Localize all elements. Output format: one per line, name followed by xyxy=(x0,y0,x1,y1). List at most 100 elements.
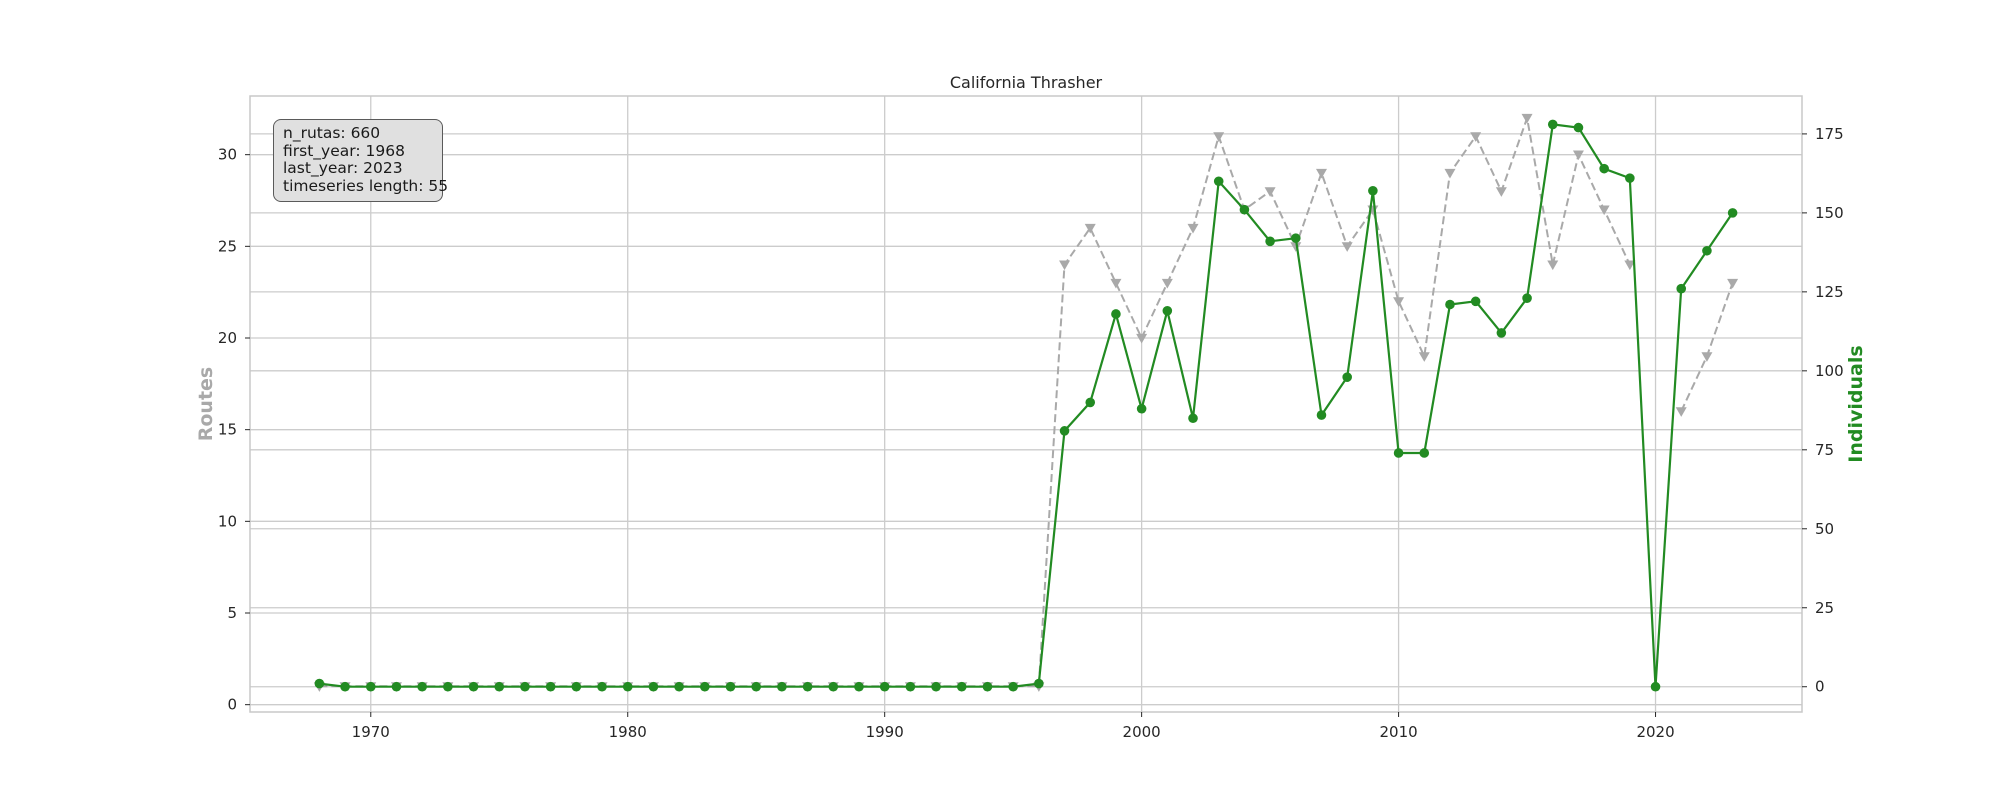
individuals-point xyxy=(443,681,453,692)
y-left-tick-label: 0 xyxy=(227,696,237,714)
individuals-point xyxy=(725,681,736,692)
individuals-point xyxy=(1496,328,1507,338)
routes-point xyxy=(1675,407,1687,417)
y-axis-label-right: Individuals xyxy=(1845,345,1867,462)
routes-point xyxy=(1213,132,1225,142)
individuals-point xyxy=(1470,296,1481,307)
individuals-point xyxy=(314,678,325,689)
individuals-point xyxy=(1522,293,1532,303)
routes-point xyxy=(1187,223,1199,234)
routes-point xyxy=(1161,278,1173,289)
individuals-point xyxy=(545,681,556,692)
info-last-year: last_year: 2023 xyxy=(283,159,403,177)
routes-point xyxy=(1547,260,1559,271)
routes-point xyxy=(1341,242,1353,252)
routes-point xyxy=(1572,150,1584,161)
individuals-point xyxy=(1676,283,1687,294)
routes-point xyxy=(1084,223,1096,234)
routes-point xyxy=(1495,187,1507,197)
individuals-point xyxy=(1625,173,1635,183)
individuals-point xyxy=(854,681,864,692)
individuals-point xyxy=(802,681,813,692)
y-right-tick-label: 0 xyxy=(1815,678,1825,696)
individuals-point xyxy=(931,681,941,692)
x-tick-label: 1970 xyxy=(352,723,390,741)
individuals-point xyxy=(1650,681,1661,692)
individuals-point xyxy=(340,681,350,692)
x-tick-label: 1990 xyxy=(866,723,904,741)
x-tick-label: 2010 xyxy=(1379,723,1417,741)
individuals-point xyxy=(417,681,427,692)
routes-point xyxy=(1521,113,1533,124)
individuals-point xyxy=(879,681,890,692)
individuals-point xyxy=(391,681,402,692)
y-left-tick-label: 15 xyxy=(218,421,237,439)
individuals-point xyxy=(648,681,659,692)
individuals-point xyxy=(1573,122,1584,133)
individuals-point xyxy=(1008,681,1018,692)
individuals-point xyxy=(1727,208,1738,218)
individuals-point xyxy=(1342,372,1352,382)
individuals-point xyxy=(777,681,787,692)
y-left-tick-label: 20 xyxy=(218,329,237,347)
individuals-point xyxy=(1445,299,1455,310)
individuals-point xyxy=(468,681,479,692)
x-tick-label: 2000 xyxy=(1123,723,1161,741)
individuals-point xyxy=(751,681,761,692)
y-right-tick-label: 25 xyxy=(1815,599,1834,617)
individuals-point xyxy=(520,681,530,692)
individuals-point xyxy=(1368,185,1378,196)
individuals-point xyxy=(1034,678,1044,689)
x-tick-label: 1980 xyxy=(609,723,647,741)
info-n-rutas: n_rutas: 660 xyxy=(283,124,381,142)
routes-point xyxy=(1727,278,1739,289)
individuals-point xyxy=(622,681,633,692)
individuals-point xyxy=(1239,204,1250,215)
series-layer xyxy=(313,113,1739,692)
y-left-tick-label: 30 xyxy=(218,146,237,164)
individuals-point xyxy=(1316,410,1327,420)
y-right-tick-label: 125 xyxy=(1815,283,1844,301)
routes-point xyxy=(1470,132,1482,142)
individuals-point xyxy=(700,681,710,692)
individuals-point xyxy=(1085,397,1096,408)
info-first-year: first_year: 1968 xyxy=(283,141,405,160)
individuals-point xyxy=(1059,426,1070,436)
routes-point xyxy=(1059,260,1071,271)
y-axis-label-left: Routes xyxy=(195,367,217,442)
individuals-point xyxy=(1213,176,1224,187)
routes-point xyxy=(1624,260,1636,271)
individuals-point xyxy=(597,681,607,692)
y-left-tick-label: 5 xyxy=(227,604,237,622)
routes-point xyxy=(1290,242,1302,252)
routes-point xyxy=(1444,168,1456,179)
y-left-tick-label: 10 xyxy=(218,512,237,530)
info-timeseries-length: timeseries length: 55 xyxy=(283,176,449,195)
y-right-tick-label: 150 xyxy=(1815,204,1844,222)
individuals-point xyxy=(365,681,376,692)
y-right-tick-label: 50 xyxy=(1815,520,1834,538)
plot-area xyxy=(250,96,1802,712)
routes-point xyxy=(1264,187,1276,197)
individuals-point xyxy=(956,681,967,692)
routes-point xyxy=(1136,333,1148,344)
y-right-tick-label: 175 xyxy=(1815,125,1844,143)
individuals-point xyxy=(1111,309,1121,319)
tick-layer: 1970 1980 1990 2000 2010 2020 0 5 10 15 20 25 30 0 25 5… xyxy=(218,125,1844,741)
routes-point xyxy=(1701,352,1713,362)
plot-frame xyxy=(249,95,1803,713)
routes-point xyxy=(1393,297,1405,307)
y-right-tick-label: 75 xyxy=(1815,441,1834,459)
individuals-point xyxy=(1599,163,1609,174)
routes-point xyxy=(1315,168,1327,179)
individuals-point xyxy=(982,681,993,692)
chart-title: California Thrasher xyxy=(950,73,1103,92)
y-right-tick-label: 100 xyxy=(1815,362,1844,380)
individuals-point xyxy=(1393,448,1404,458)
individuals-point xyxy=(1265,236,1275,247)
individuals-point xyxy=(571,681,582,692)
routes-point xyxy=(1418,352,1430,362)
individuals-point xyxy=(494,681,505,692)
individuals-point xyxy=(1188,413,1198,424)
